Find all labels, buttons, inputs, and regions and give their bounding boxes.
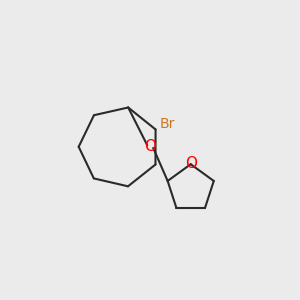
- Text: Br: Br: [159, 117, 175, 131]
- Text: O: O: [185, 155, 197, 170]
- Text: O: O: [144, 139, 156, 154]
